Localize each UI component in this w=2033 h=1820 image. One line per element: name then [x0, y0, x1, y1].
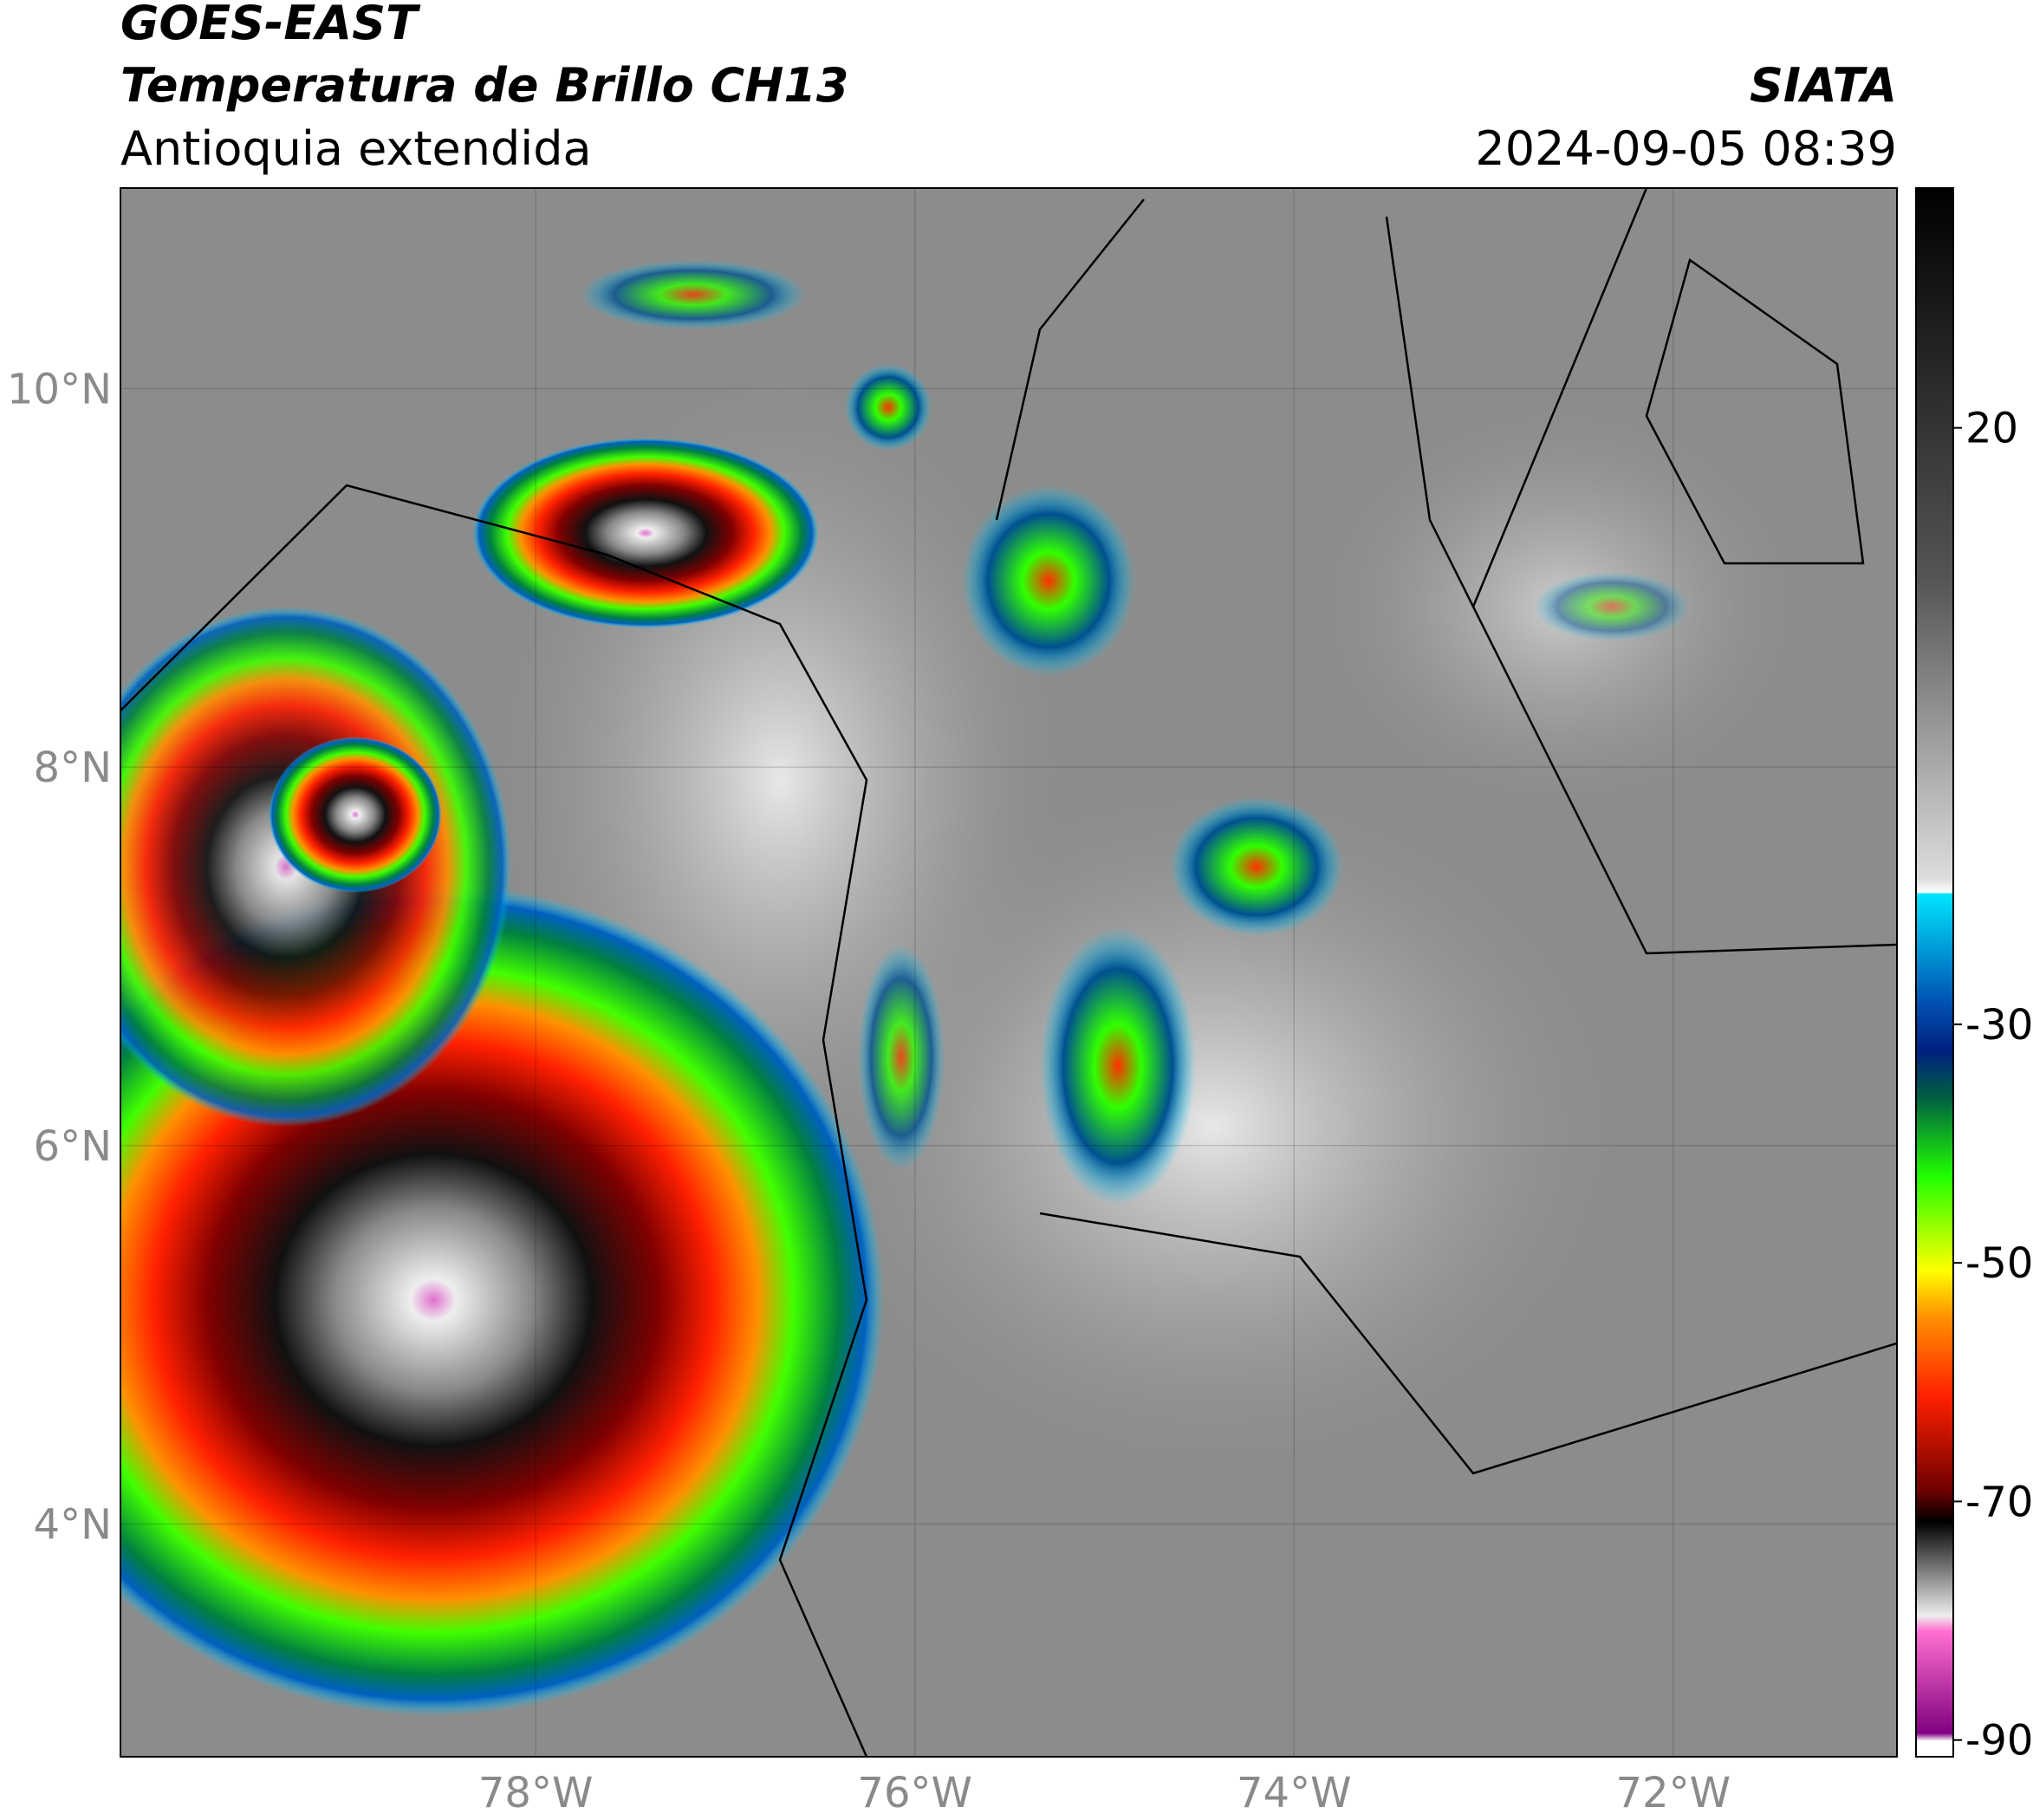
lon-tick-label: 72°W — [1616, 1769, 1731, 1817]
colorbar-tick-label: -70 — [1965, 1478, 2033, 1526]
lat-tick-label: 8°N — [34, 744, 112, 792]
colorbar-tick-label: 20 — [1965, 405, 2018, 453]
source: SIATA — [1750, 58, 1897, 113]
subtitle: Temperatura de Brillo CH13 — [120, 58, 849, 113]
lat-tick-label: 10°N — [7, 365, 112, 413]
map-image — [120, 188, 1897, 1757]
lat-tick-label: 4°N — [34, 1500, 112, 1549]
title: GOES-EAST — [120, 0, 421, 50]
graticule — [120, 188, 1897, 1757]
datetime: 2024-09-05 08:39 — [1475, 121, 1897, 176]
lat-tick-label: 6°N — [34, 1122, 112, 1171]
colorbar-tick-label: -90 — [1965, 1717, 2033, 1765]
colorbar-tick-label: -50 — [1965, 1239, 2033, 1288]
region: Antioquia extendida — [120, 121, 592, 176]
lon-tick-label: 76°W — [857, 1769, 972, 1817]
map-frame — [120, 187, 1898, 1758]
lon-tick-label: 78°W — [478, 1769, 594, 1817]
colorbar-tick-label: -30 — [1965, 1001, 2033, 1050]
colorbar — [1915, 187, 1954, 1758]
lon-tick-label: 74°W — [1237, 1769, 1352, 1817]
